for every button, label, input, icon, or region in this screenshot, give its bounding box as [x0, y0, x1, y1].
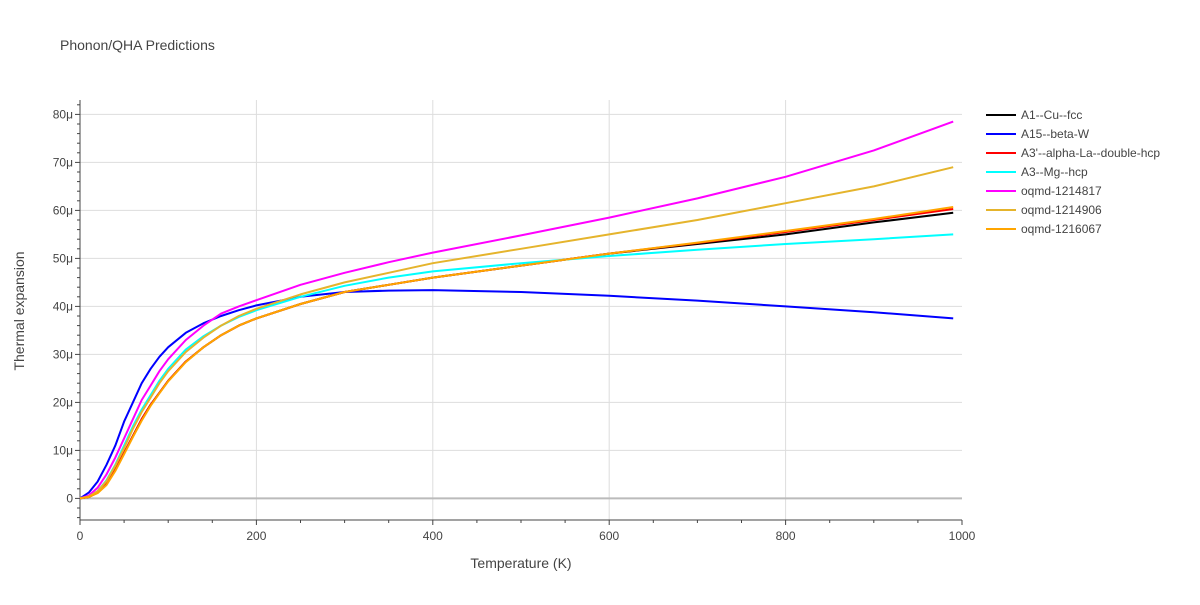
axes: 0 200 400 600 800 1000 0 10μ 20μ 30μ 40μ 50μ 60μ 70μ 8…	[53, 100, 976, 543]
legend-label: oqmd-1214817	[1021, 184, 1102, 198]
y-tick-label: 60μ	[53, 203, 73, 217]
legend-item: oqmd-1214906	[986, 203, 1102, 217]
y-tick-label: 10μ	[53, 443, 73, 457]
series-line-a1-cu-fcc	[79, 211, 954, 500]
series-line-oqmd-1214906	[79, 166, 954, 500]
legend-item: oqmd-1216067	[986, 222, 1102, 236]
series-line-a3-mg-hcp	[79, 233, 954, 500]
legend-item: A3'--alpha-La--double-hcp	[986, 146, 1160, 160]
legend-item: A3--Mg--hcp	[986, 165, 1088, 179]
legend-item: oqmd-1214817	[986, 184, 1102, 198]
legend-label: oqmd-1214906	[1021, 203, 1102, 217]
legend-item: A1--Cu--fcc	[986, 108, 1082, 122]
y-tick-label: 0	[66, 491, 73, 505]
grid	[80, 100, 962, 520]
y-tick-label: 50μ	[53, 251, 73, 265]
y-tick-label: 80μ	[53, 107, 73, 121]
y-tick-label: 30μ	[53, 347, 73, 361]
x-tick-label: 800	[776, 529, 796, 543]
legend-label: A1--Cu--fcc	[1021, 108, 1082, 122]
series-line-oqmd-1216067	[79, 206, 954, 500]
y-tick-label: 20μ	[53, 395, 73, 409]
legend-label: A3--Mg--hcp	[1021, 165, 1088, 179]
legend-label: A3'--alpha-La--double-hcp	[1021, 146, 1160, 160]
series-line-a3-alpha-la-double-hcp	[79, 208, 954, 500]
x-tick-label: 400	[423, 529, 443, 543]
x-tick-label: 200	[246, 529, 266, 543]
legend-label: A15--beta-W	[1021, 127, 1090, 141]
legend-label: oqmd-1216067	[1021, 222, 1102, 236]
series-lines	[79, 120, 954, 500]
legend: A1--Cu--fcc A15--beta-W A3'--alpha-La--dou…	[986, 108, 1160, 236]
legend-item: A15--beta-W	[986, 127, 1090, 141]
x-tick-label: 600	[599, 529, 619, 543]
x-tick-label: 0	[77, 529, 84, 543]
y-tick-label: 40μ	[53, 299, 73, 313]
y-axis-title: Thermal expansion	[11, 251, 27, 370]
y-tick-label: 70μ	[53, 155, 73, 169]
chart-title: Phonon/QHA Predictions	[60, 37, 215, 53]
x-tick-label: 1000	[949, 529, 976, 543]
x-axis-title: Temperature (K)	[470, 555, 571, 571]
series-line-oqmd-1214817	[79, 120, 954, 500]
